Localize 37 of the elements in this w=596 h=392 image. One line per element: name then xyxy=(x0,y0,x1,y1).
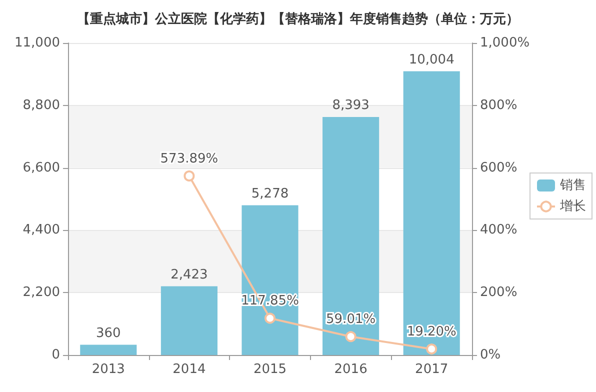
bar xyxy=(80,344,137,355)
bar xyxy=(322,116,380,355)
x-tick-label: 2015 xyxy=(253,362,287,377)
legend-label: 销售 xyxy=(559,178,586,193)
y-tick-label: 11,000 xyxy=(14,36,60,50)
bar xyxy=(403,71,460,355)
y-tick-label: 4,400 xyxy=(22,222,60,238)
x-tick-label: 2014 xyxy=(172,362,206,377)
data-label: 8,393 xyxy=(332,98,370,113)
point xyxy=(426,344,438,355)
bar xyxy=(242,205,298,355)
y-tick-label: 8,800 xyxy=(22,98,60,113)
y-tick-label: 2,200 xyxy=(22,285,60,300)
data-label: 2,423 xyxy=(170,267,208,282)
data-label: 59.01% xyxy=(326,312,376,328)
data-label: 573.89% xyxy=(160,151,218,166)
legend-label: 增长 xyxy=(559,199,586,214)
point xyxy=(264,312,276,324)
y2-tick-label: 1,000% xyxy=(480,36,530,50)
data-label: 10,004 xyxy=(408,52,454,68)
x-tick-label: 2017 xyxy=(415,362,448,377)
y2-tick-label: 200% xyxy=(480,285,518,300)
point xyxy=(184,170,195,182)
bar xyxy=(160,286,218,355)
x-tick-label: 2016 xyxy=(334,362,368,377)
y2-tick-label: 600% xyxy=(480,160,518,176)
y-tick-label: 6,600 xyxy=(22,160,60,176)
x-tick-label: 2013 xyxy=(92,362,125,377)
y-tick-label: 0 xyxy=(52,348,60,362)
point xyxy=(345,331,356,342)
y2-tick-label: 400% xyxy=(480,222,518,238)
y2-tick-label: 0% xyxy=(480,348,501,362)
y2-tick-label: 800% xyxy=(480,98,518,113)
data-label: 19.20% xyxy=(406,324,456,340)
data-label: 5,278 xyxy=(251,186,289,202)
data-label: 360 xyxy=(96,326,121,341)
chart-title: 【重点城市】公立医院【化学药】【替格瑞洛】年度销售趋势（单位：万元） xyxy=(77,11,519,27)
